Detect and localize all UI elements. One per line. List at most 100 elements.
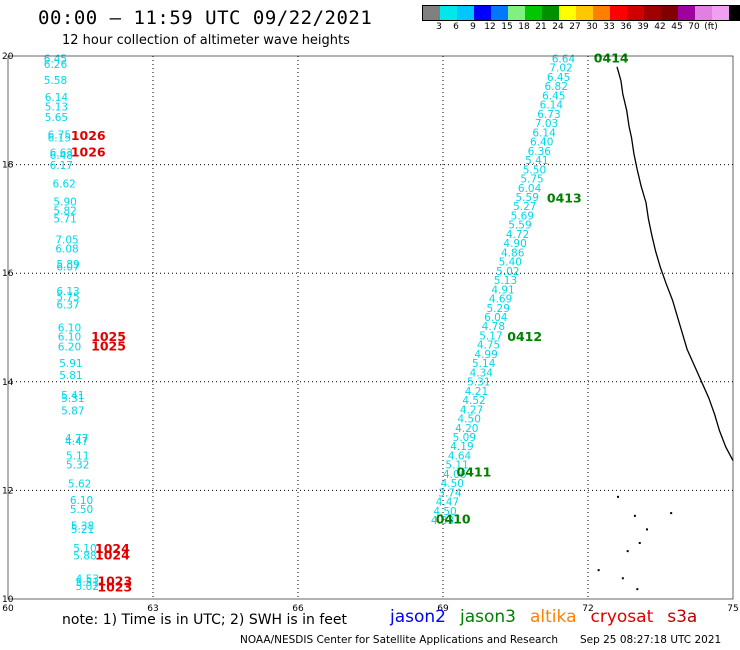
legend-label: 45 — [671, 22, 683, 32]
swh-value: 6.08 — [55, 244, 78, 256]
lon-tick-label: 60 — [2, 604, 14, 614]
pass-time-label: 0414 — [594, 51, 629, 66]
swh-value: 5.71 — [53, 214, 76, 226]
legend-label: 39 — [637, 22, 649, 32]
legend-swatch — [627, 6, 644, 20]
legend-label: 24 — [552, 22, 564, 32]
swh-value: 4.47 — [65, 436, 88, 448]
swh-value: 4.33 — [431, 515, 454, 527]
swh-value: 5.13 — [45, 101, 68, 113]
swh-value: 5.81 — [59, 370, 82, 382]
lon-tick-label: 72 — [582, 604, 593, 614]
swh-value: 6.04 — [518, 183, 542, 195]
legend-swatch — [729, 6, 740, 20]
swh-value: 4.34 — [470, 367, 494, 379]
legend-label: 42 — [654, 22, 666, 32]
island-mark — [621, 577, 624, 580]
swh-value: 6.64 — [552, 54, 576, 66]
swh-value: 4.47 — [436, 497, 459, 509]
legend-swatch — [525, 6, 542, 20]
swh-value: 5.50 — [523, 164, 546, 176]
pass-time-label: 0410 — [436, 512, 471, 527]
swh-value: 4.72 — [506, 229, 529, 241]
swh-value: 6.26 — [44, 59, 68, 71]
swh-value: 6.17 — [50, 160, 73, 172]
legend-swatch — [678, 6, 695, 20]
map-frame — [7, 55, 734, 600]
legend-swatch — [559, 6, 576, 20]
swh-value: 5.91 — [59, 358, 82, 370]
legend-label: 70 — [688, 22, 700, 32]
swh-value: 4.27 — [460, 404, 483, 416]
lon-tick-label: 75 — [727, 604, 738, 614]
swh-value: 5.75 — [56, 291, 79, 303]
swh-value: 6.04 — [484, 312, 508, 324]
satellite-s3a: s3a — [667, 607, 698, 627]
swh-value: 5.88 — [73, 550, 96, 562]
swh-value: 5.90 — [53, 196, 76, 208]
legend-swatch — [491, 6, 508, 20]
swh-value: 6.62 — [52, 178, 75, 190]
pass-time-label: 1024 — [95, 547, 130, 562]
island-mark — [597, 569, 600, 572]
satellite-legend: jason2 jason3 altika cryosat s3a — [390, 607, 711, 627]
swh-value: 6.37 — [56, 299, 79, 311]
swh-value: 4.91 — [491, 284, 514, 296]
swh-value: 5.40 — [499, 257, 522, 269]
swh-value: 5.58 — [44, 75, 67, 87]
satellite-jason3: jason3 — [460, 607, 516, 627]
legend-label: 36 — [620, 22, 632, 32]
swh-value: 5.27 — [513, 201, 536, 213]
swh-value: 5.82 — [53, 206, 76, 218]
color-scale-legend — [422, 5, 740, 21]
swh-value: 6.36 — [528, 146, 552, 158]
legend-label: 21 — [535, 22, 547, 32]
swh-value: 6.45 — [44, 54, 67, 66]
swh-value: 5.62 — [68, 479, 91, 491]
legend-label: 15 — [501, 22, 513, 32]
units-note: note: 1) Time is in UTC; 2) SWH is in fe… — [62, 612, 348, 628]
swh-value: 5.31 — [61, 393, 84, 405]
map-title: 00:00 – 11:59 UTC 09/22/2021 — [38, 7, 373, 29]
swh-value: 5.51 — [76, 577, 99, 589]
swh-value: 6.14 — [45, 92, 69, 104]
pass-time-label: 1023 — [97, 573, 132, 588]
satellite-jason2: jason2 — [390, 607, 446, 627]
swh-value: 4.50 — [441, 478, 464, 490]
swh-value: 5.69 — [511, 210, 534, 222]
legend-swatch — [593, 6, 610, 20]
swh-value: 5.32 — [66, 460, 89, 472]
swh-value: 5.31 — [467, 377, 490, 389]
swh-value: 5.59 — [516, 192, 539, 204]
island-mark — [646, 528, 648, 531]
swh-value: 4.19 — [450, 441, 473, 453]
lon-tick-label: 69 — [437, 604, 449, 614]
swh-value: 3.74 — [438, 487, 462, 499]
island-mark — [670, 512, 673, 515]
coastline — [616, 66, 734, 461]
swh-value: 5.10 — [73, 543, 96, 555]
pass-time-label: 1023 — [97, 579, 132, 594]
swh-value: 6.20 — [58, 341, 81, 353]
swh-value: 4.50 — [458, 414, 481, 426]
pass-time-label: 0413 — [547, 191, 582, 206]
swh-value: 5.17 — [479, 330, 502, 342]
swh-value: 5.87 — [61, 405, 84, 417]
swh-value: 4.77 — [65, 433, 88, 445]
swh-value: 4.64 — [448, 450, 472, 462]
legend-swatch — [508, 6, 525, 20]
swh-value: 6.75 — [48, 130, 71, 142]
satellite-altika: altika — [530, 607, 577, 627]
swh-value: 4.50 — [433, 506, 456, 518]
legend-swatch — [474, 6, 491, 20]
swh-value: 5.21 — [71, 524, 94, 536]
swh-value: 5.29 — [487, 303, 510, 315]
swh-value: 5.59 — [508, 220, 531, 232]
swh-value: 5.11 — [445, 460, 468, 472]
island-mark — [638, 541, 641, 544]
swh-value: 6.10 — [58, 322, 81, 334]
island-mark — [626, 550, 629, 553]
pass-time-label: 0412 — [507, 329, 542, 344]
swh-value: 4.20 — [455, 423, 478, 435]
